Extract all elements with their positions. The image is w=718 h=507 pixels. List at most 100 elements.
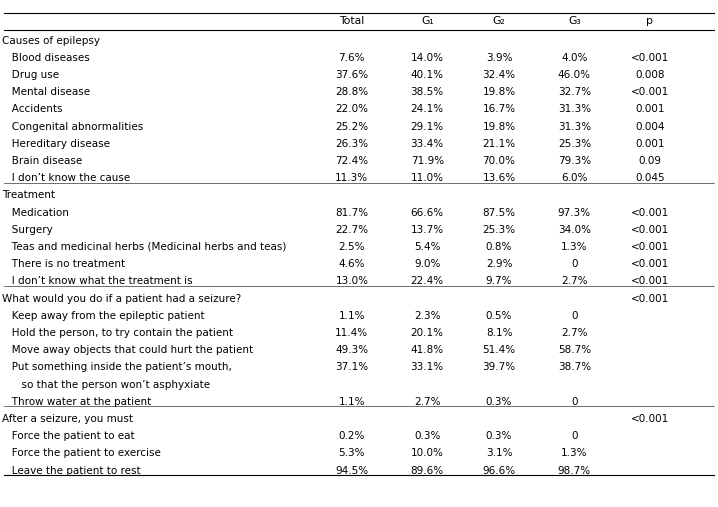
Text: What would you do if a patient had a seizure?: What would you do if a patient had a sei… xyxy=(2,294,241,304)
Text: Throw water at the patient: Throw water at the patient xyxy=(2,397,151,407)
Text: 29.1%: 29.1% xyxy=(411,122,444,132)
Text: 98.7%: 98.7% xyxy=(558,465,591,476)
Text: 33.4%: 33.4% xyxy=(411,139,444,149)
Text: 25.3%: 25.3% xyxy=(482,225,516,235)
Text: 5.4%: 5.4% xyxy=(414,242,440,252)
Text: 6.0%: 6.0% xyxy=(561,173,587,183)
Text: 26.3%: 26.3% xyxy=(335,139,368,149)
Text: 32.4%: 32.4% xyxy=(482,70,516,80)
Text: 13.7%: 13.7% xyxy=(411,225,444,235)
Text: <0.001: <0.001 xyxy=(630,242,669,252)
Text: Leave the patient to rest: Leave the patient to rest xyxy=(2,465,141,476)
Text: 34.0%: 34.0% xyxy=(558,225,591,235)
Text: Teas and medicinal herbs (Medicinal herbs and teas): Teas and medicinal herbs (Medicinal herb… xyxy=(2,242,286,252)
Text: 0: 0 xyxy=(571,311,578,321)
Text: 21.1%: 21.1% xyxy=(482,139,516,149)
Text: After a seizure, you must: After a seizure, you must xyxy=(2,414,133,424)
Text: 97.3%: 97.3% xyxy=(558,207,591,218)
Text: 37.1%: 37.1% xyxy=(335,363,368,373)
Text: <0.001: <0.001 xyxy=(630,294,669,304)
Text: 8.1%: 8.1% xyxy=(486,328,512,338)
Text: 41.8%: 41.8% xyxy=(411,345,444,355)
Text: 49.3%: 49.3% xyxy=(335,345,368,355)
Text: 37.6%: 37.6% xyxy=(335,70,368,80)
Text: 22.4%: 22.4% xyxy=(411,276,444,286)
Text: 14.0%: 14.0% xyxy=(411,53,444,63)
Text: 11.0%: 11.0% xyxy=(411,173,444,183)
Text: 39.7%: 39.7% xyxy=(482,363,516,373)
Text: 71.9%: 71.9% xyxy=(411,156,444,166)
Text: 2.9%: 2.9% xyxy=(486,259,512,269)
Text: 11.3%: 11.3% xyxy=(335,173,368,183)
Text: Medication: Medication xyxy=(2,207,69,218)
Text: 3.1%: 3.1% xyxy=(486,448,512,458)
Text: 3.9%: 3.9% xyxy=(486,53,512,63)
Text: I don’t know what the treatment is: I don’t know what the treatment is xyxy=(2,276,192,286)
Text: 0: 0 xyxy=(571,259,578,269)
Text: 11.4%: 11.4% xyxy=(335,328,368,338)
Text: 16.7%: 16.7% xyxy=(482,104,516,115)
Text: 38.7%: 38.7% xyxy=(558,363,591,373)
Text: 66.6%: 66.6% xyxy=(411,207,444,218)
Text: I don’t know the cause: I don’t know the cause xyxy=(2,173,130,183)
Text: 5.3%: 5.3% xyxy=(339,448,365,458)
Text: 13.6%: 13.6% xyxy=(482,173,516,183)
Text: 0: 0 xyxy=(571,431,578,441)
Text: 0.008: 0.008 xyxy=(635,70,665,80)
Text: 22.0%: 22.0% xyxy=(335,104,368,115)
Text: 87.5%: 87.5% xyxy=(482,207,516,218)
Text: 9.0%: 9.0% xyxy=(414,259,440,269)
Text: 0.5%: 0.5% xyxy=(486,311,512,321)
Text: <0.001: <0.001 xyxy=(630,276,669,286)
Text: 4.0%: 4.0% xyxy=(561,53,587,63)
Text: 79.3%: 79.3% xyxy=(558,156,591,166)
Text: 2.5%: 2.5% xyxy=(339,242,365,252)
Text: 19.8%: 19.8% xyxy=(482,122,516,132)
Text: Put something inside the patient’s mouth,: Put something inside the patient’s mouth… xyxy=(2,363,232,373)
Text: 38.5%: 38.5% xyxy=(411,87,444,97)
Text: 20.1%: 20.1% xyxy=(411,328,444,338)
Text: 0.8%: 0.8% xyxy=(486,242,512,252)
Text: 9.7%: 9.7% xyxy=(486,276,512,286)
Text: 0.004: 0.004 xyxy=(635,122,665,132)
Text: Causes of epilepsy: Causes of epilepsy xyxy=(2,35,100,46)
Text: <0.001: <0.001 xyxy=(630,87,669,97)
Text: Surgery: Surgery xyxy=(2,225,52,235)
Text: 7.6%: 7.6% xyxy=(339,53,365,63)
Text: <0.001: <0.001 xyxy=(630,259,669,269)
Text: Hold the person, to try contain the patient: Hold the person, to try contain the pati… xyxy=(2,328,233,338)
Text: so that the person won’t asphyxiate: so that the person won’t asphyxiate xyxy=(2,380,210,389)
Text: 1.3%: 1.3% xyxy=(561,448,587,458)
Text: 0.3%: 0.3% xyxy=(486,397,512,407)
Text: 0.3%: 0.3% xyxy=(486,431,512,441)
Text: 46.0%: 46.0% xyxy=(558,70,591,80)
Text: 0.045: 0.045 xyxy=(635,173,665,183)
Text: 94.5%: 94.5% xyxy=(335,465,368,476)
Text: <0.001: <0.001 xyxy=(630,414,669,424)
Text: 58.7%: 58.7% xyxy=(558,345,591,355)
Text: Mental disease: Mental disease xyxy=(2,87,90,97)
Text: 13.0%: 13.0% xyxy=(335,276,368,286)
Text: Accidents: Accidents xyxy=(2,104,62,115)
Text: 1.3%: 1.3% xyxy=(561,242,587,252)
Text: G₂: G₂ xyxy=(493,16,505,26)
Text: 2.7%: 2.7% xyxy=(561,276,587,286)
Text: 96.6%: 96.6% xyxy=(482,465,516,476)
Text: 0.09: 0.09 xyxy=(638,156,661,166)
Text: 72.4%: 72.4% xyxy=(335,156,368,166)
Text: <0.001: <0.001 xyxy=(630,225,669,235)
Text: <0.001: <0.001 xyxy=(630,53,669,63)
Text: 25.3%: 25.3% xyxy=(558,139,591,149)
Text: 1.1%: 1.1% xyxy=(339,311,365,321)
Text: <0.001: <0.001 xyxy=(630,207,669,218)
Text: 0: 0 xyxy=(571,397,578,407)
Text: G₁: G₁ xyxy=(421,16,434,26)
Text: p: p xyxy=(646,16,653,26)
Text: 24.1%: 24.1% xyxy=(411,104,444,115)
Text: 70.0%: 70.0% xyxy=(482,156,516,166)
Text: There is no treatment: There is no treatment xyxy=(2,259,125,269)
Text: 0.001: 0.001 xyxy=(635,104,665,115)
Text: Force the patient to eat: Force the patient to eat xyxy=(2,431,135,441)
Text: 2.7%: 2.7% xyxy=(561,328,587,338)
Text: G₃: G₃ xyxy=(568,16,581,26)
